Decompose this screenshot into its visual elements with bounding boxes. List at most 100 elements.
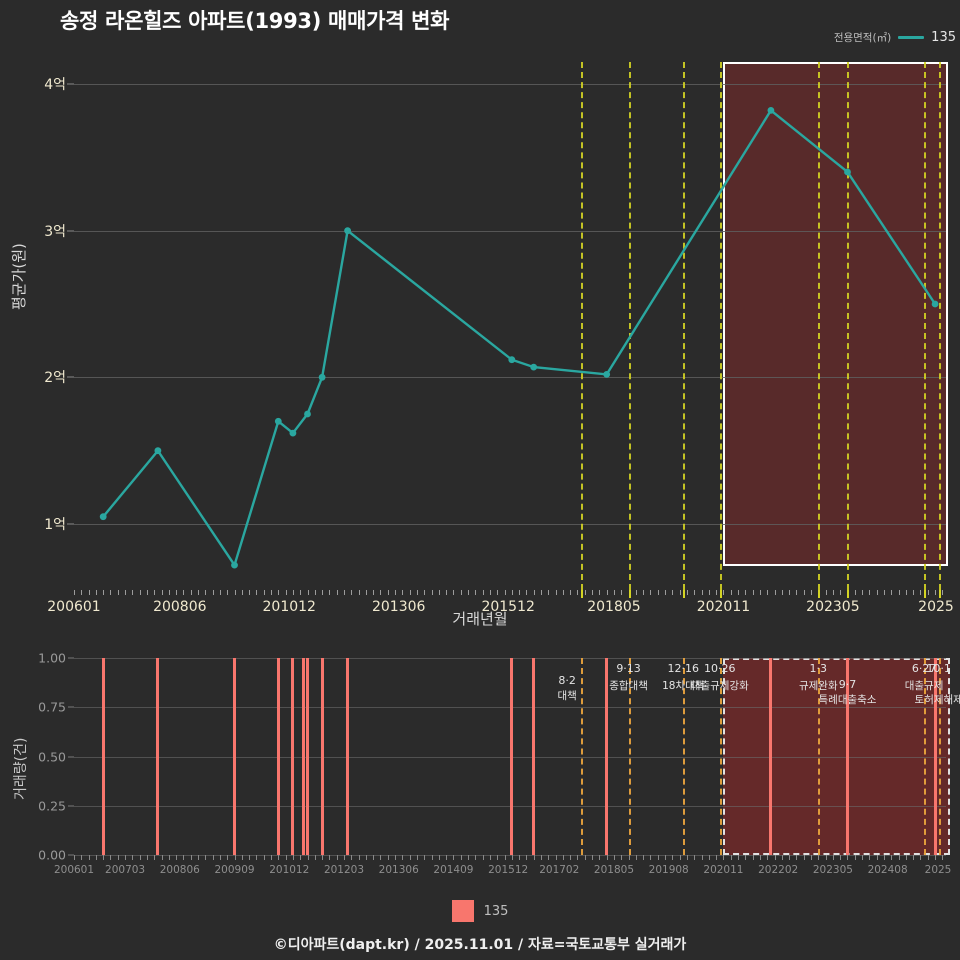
legend-top-label: 전용면적(㎡): [833, 32, 892, 44]
main-x-major-tick: [683, 590, 686, 598]
main-x-major-tick: [924, 590, 927, 598]
main-x-tick-label: 2025: [918, 599, 954, 615]
legend-bottom: 135: [0, 900, 960, 922]
main-gridline: [74, 84, 946, 85]
main-x-tick-label: 200601: [47, 599, 101, 615]
main-data-point: [274, 417, 282, 425]
policy-annotation-date: 1·3: [809, 662, 828, 675]
main-y-tick: [67, 376, 74, 378]
volume-x-tick-label: 202011: [703, 864, 744, 876]
main-x-axis: 200601 200806 201012 201306 201512 201805 2020…: [47, 590, 954, 620]
policy-annotation-date: 9·7: [838, 678, 857, 691]
main-data-point: [844, 168, 851, 176]
main-gridline: [74, 230, 946, 232]
volume-gridline: [74, 756, 946, 758]
volume-y-tick-label: 0.75: [38, 699, 66, 715]
volume-y-tick-label: 1.00: [38, 650, 66, 666]
main-x-major-tick: [628, 590, 631, 598]
policy-annotation-label: 18차대책: [662, 680, 705, 692]
main-x-tick-label: 201512: [481, 599, 535, 615]
policy-vline-volume: [683, 658, 686, 855]
main-data-point: [304, 410, 311, 418]
policy-annotation-label: 종합대책: [609, 680, 648, 692]
main-gridline: [74, 377, 946, 379]
policy-vline: [938, 62, 943, 590]
volume-x-tick-label: 201306: [378, 864, 419, 876]
policy-annotation-label: 대출규제강화: [690, 680, 749, 692]
main-y-tick: [67, 230, 74, 232]
main-data-point: [508, 356, 516, 364]
volume-bar: [605, 658, 609, 855]
main-data-point: [99, 513, 107, 521]
main-y-tick-label: 1억: [44, 517, 66, 533]
policy-annotation-date: 8·2: [558, 674, 576, 687]
volume-bar: [302, 658, 306, 855]
volume-x-tick-label: 202408: [867, 864, 908, 876]
volume-y-tick: [68, 805, 74, 807]
main-x-tickstrip: [74, 590, 946, 597]
volume-bar: [101, 658, 105, 855]
volume-x-tick-label: 200601: [53, 864, 95, 876]
volume-x-tick-label: 200909: [214, 864, 255, 876]
volume-x-tick-label: 2025: [924, 864, 952, 876]
main-x-tick-label: 201306: [371, 599, 426, 615]
volume-y-tick: [68, 756, 74, 757]
volume-y-tick: [68, 657, 74, 659]
volume-x-tick-label: 200703: [105, 864, 146, 876]
main-y-tick-label: 3억: [44, 223, 66, 240]
volume-gridline: [74, 855, 946, 856]
volume-x-tick-label: 202202: [758, 864, 799, 876]
main-x-axis-title: 거래년월: [452, 610, 508, 628]
policy-vline-volume: [818, 658, 821, 855]
main-data-point: [603, 371, 611, 378]
footer-credit: ©디아파트(dapt.kr) / 2025.11.01 / 자료=국토교통부 실…: [273, 937, 687, 953]
volume-y-tick-label: 0.50: [38, 749, 66, 764]
volume-gridline: [74, 805, 946, 807]
main-y-axis-title: 평균가(원): [10, 243, 28, 310]
legend-top: 전용면적(㎡) 135: [834, 30, 956, 45]
policy-vline-volume: [938, 658, 941, 855]
main-x-tick-label: 201805: [587, 599, 641, 615]
volume-bar: [233, 658, 237, 855]
volume-bar: [933, 658, 937, 855]
main-data-point: [931, 300, 939, 308]
policy-vline: [683, 62, 687, 590]
policy-annotation-date: 9·13: [616, 662, 641, 675]
legend-bottom-label: 135: [483, 903, 509, 919]
volume-bar: [156, 658, 160, 855]
main-y-tick: [67, 523, 74, 525]
main-x-major-tick: [818, 590, 821, 598]
volume-bar: [320, 658, 324, 855]
volume-y-tick-label: 0.00: [38, 847, 66, 863]
policy-annotation-label: 규제완화: [798, 680, 838, 692]
volume-y-axis-title: 거래량(건): [13, 737, 29, 800]
policy-annotation-label: 토허제해제: [914, 694, 960, 706]
policy-vline-volume: [581, 658, 584, 855]
volume-x-tick-label: 201702: [539, 864, 580, 876]
main-data-point: [344, 227, 351, 235]
policy-annotation-date: 12·16: [667, 662, 700, 675]
volume-x-tick-label: 201203: [323, 864, 365, 876]
volume-x-tick-label: 201512: [488, 864, 529, 876]
policy-annotation-label: 대책: [557, 690, 577, 702]
main-data-point: [289, 429, 297, 437]
volume-x-tick-label: 201409: [433, 864, 474, 876]
legend-bottom-swatch: [451, 900, 474, 922]
policy-vline: [581, 62, 585, 590]
volume-y-tick: [68, 706, 74, 708]
volume-bar-chart: 0.00 0.25 0.50 0.75 1.00 8·2 대책 9·13 종합대책 12·16 18…: [38, 651, 960, 863]
policy-annotation-date: 10·26: [704, 662, 736, 675]
volume-x-axis: 200601 200703 200806 200909 201012 201203 2013…: [54, 855, 951, 879]
policy-annotation-label: 대출규제: [904, 680, 944, 692]
volume-bar: [532, 658, 536, 855]
policy-vline-volume: [924, 658, 927, 855]
policy-annotation-label: 특례대출축소: [818, 694, 877, 706]
main-gridline: [74, 524, 946, 525]
volume-x-tickstrip: [74, 855, 946, 862]
policy-vline-volume: [628, 658, 631, 855]
volume-x-tick-label: 201012: [269, 864, 310, 876]
policy-vline: [719, 62, 724, 590]
main-series-line: [99, 107, 939, 569]
main-data-point: [530, 363, 538, 371]
